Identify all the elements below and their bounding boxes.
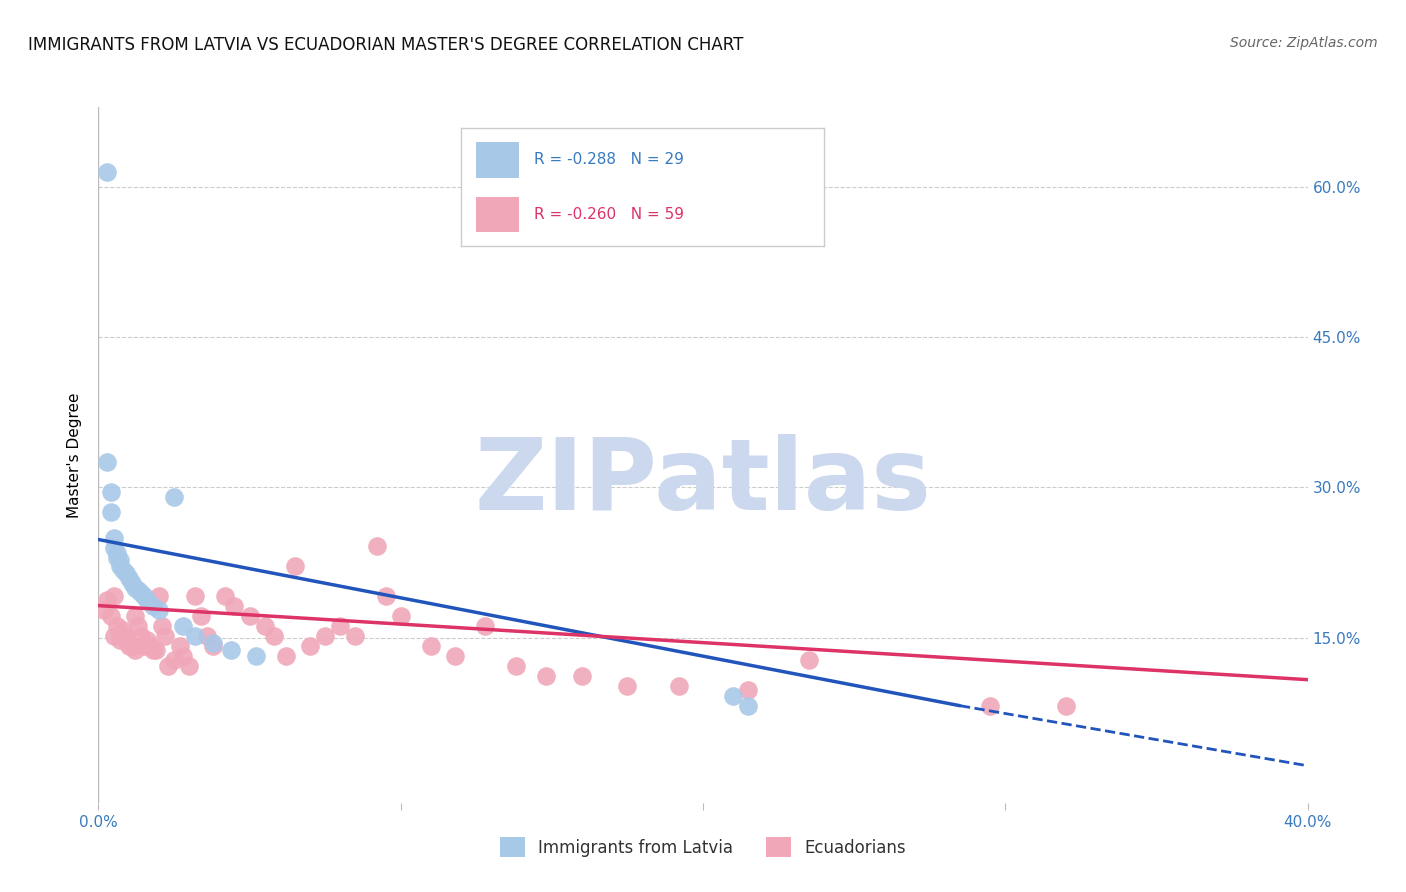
Point [172,648,194,663]
Point [616,679,638,693]
Point [145,642,167,657]
Point [103,531,125,545]
Point [124,642,146,657]
Point [108,558,131,573]
Point [124,581,146,595]
Point [239,608,262,623]
Point [344,629,367,643]
Point [172,618,194,632]
Text: IMMIGRANTS FROM LATVIA VS ECUADORIAN MASTER'S DEGREE CORRELATION CHART: IMMIGRANTS FROM LATVIA VS ECUADORIAN MAS… [28,36,744,54]
Point [135,592,157,607]
Point [127,582,149,597]
Point [105,545,128,559]
Point [195,629,218,643]
Point [142,642,165,657]
Point [389,608,412,623]
Point [797,653,820,667]
Point [129,629,152,643]
Point [100,608,122,623]
Point [103,589,125,603]
Point [114,629,136,643]
Point [132,589,155,603]
Point [135,632,157,647]
Point [274,648,297,663]
Point [129,585,152,599]
Point [374,589,396,603]
Point [284,558,307,573]
Point [737,698,759,713]
Point [142,599,165,613]
Point [124,608,146,623]
Point [668,679,690,693]
Point [534,668,557,682]
Point [190,608,212,623]
Point [150,618,173,632]
Point [108,629,131,643]
Point [114,566,136,580]
Point [108,632,131,647]
Point [121,639,143,653]
Point [100,485,122,500]
Point [118,570,141,584]
Point [148,602,170,616]
Point [474,618,496,632]
Point [156,658,179,673]
Point [184,629,207,643]
Point [299,639,322,653]
Point [314,629,336,643]
Point [96,165,118,179]
Point [93,602,115,616]
Point [263,629,285,643]
Point [163,653,186,667]
Point [737,682,759,697]
Point [96,455,118,469]
Point [118,639,141,653]
Point [420,639,443,653]
Point [202,635,225,649]
Point [148,589,170,603]
Point [111,563,134,577]
Text: ZIPatlas: ZIPatlas [475,434,931,532]
Point [103,541,125,555]
Point [105,550,128,565]
Point [96,592,118,607]
Point [202,639,225,653]
Legend: Immigrants from Latvia, Ecuadorians: Immigrants from Latvia, Ecuadorians [494,830,912,864]
Point [245,648,267,663]
Point [184,589,207,603]
Point [221,642,243,657]
Point [121,575,143,590]
Point [505,658,527,673]
Point [723,689,745,703]
Point [1054,698,1077,713]
Point [571,668,593,682]
Point [103,629,125,643]
Point [179,658,201,673]
Point [979,698,1001,713]
Point [224,599,246,613]
Point [108,552,131,566]
Point [105,618,128,632]
Point [444,648,467,663]
Y-axis label: Master's Degree: Master's Degree [67,392,83,517]
Text: Source: ZipAtlas.com: Source: ZipAtlas.com [1230,36,1378,50]
Point [329,618,352,632]
Point [153,629,176,643]
Point [163,491,186,505]
Point [366,539,388,553]
Point [214,589,236,603]
Point [100,506,122,520]
Point [127,618,149,632]
Point [111,623,134,637]
Point [139,639,162,653]
Point [132,639,155,653]
Point [253,618,276,632]
Point [169,639,191,653]
